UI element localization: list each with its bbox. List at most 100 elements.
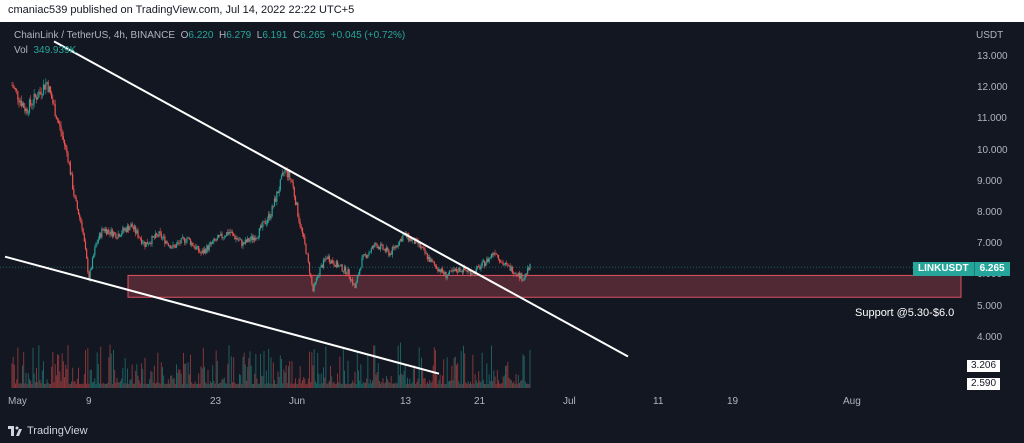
candle-body xyxy=(228,231,230,235)
volume-bar xyxy=(292,383,294,388)
time-tick: 23 xyxy=(210,396,222,407)
candle-body xyxy=(397,245,399,247)
volume-bar xyxy=(494,376,496,388)
candle-body xyxy=(182,237,185,239)
volume-bar xyxy=(243,352,245,388)
candle-body xyxy=(486,258,488,264)
candle-body xyxy=(471,273,473,275)
candle-body xyxy=(475,268,477,275)
volume-bar xyxy=(506,365,508,388)
volume-bar xyxy=(281,358,282,388)
volume-bar xyxy=(169,383,170,388)
candle-body xyxy=(518,272,521,279)
candle-body xyxy=(304,236,306,244)
volume-bar xyxy=(31,383,33,388)
volume-bar xyxy=(27,373,29,388)
volume-bar xyxy=(328,380,330,388)
candle-body xyxy=(104,228,106,232)
price-tick: 8.000 xyxy=(977,207,1003,218)
volume-bar xyxy=(25,372,27,388)
candle-body xyxy=(72,174,74,190)
volume-bar xyxy=(200,366,202,388)
candle-body xyxy=(396,245,398,247)
volume-bar xyxy=(276,383,278,388)
volume-bar xyxy=(376,372,378,388)
tradingview-logo[interactable]: TradingView xyxy=(8,425,88,437)
volume-bar xyxy=(67,345,69,388)
candle-body xyxy=(528,267,530,270)
volume-bar xyxy=(162,367,163,388)
volume-bar xyxy=(75,383,77,388)
time-tick: Aug xyxy=(843,396,861,407)
volume-bar xyxy=(443,359,445,388)
candle-body xyxy=(13,87,15,89)
volume-bar xyxy=(383,383,385,388)
candle-body xyxy=(14,88,17,90)
volume-bar xyxy=(120,381,121,388)
candle-body xyxy=(105,228,108,235)
candle-body xyxy=(39,91,41,93)
volume-bar xyxy=(89,369,91,388)
volume-bar xyxy=(146,383,148,388)
volume-bar xyxy=(447,381,449,388)
symbol-title[interactable]: ChainLink / TetherUS, 4h, BINANCE xyxy=(14,30,176,41)
candle-body xyxy=(454,268,456,272)
volume-bar xyxy=(400,342,401,388)
volume-bar xyxy=(47,382,49,388)
volume-bar xyxy=(22,365,23,388)
candle-body xyxy=(388,249,390,256)
candle-body xyxy=(263,220,265,222)
candle-body xyxy=(443,272,445,275)
volume-bar xyxy=(515,374,517,388)
volume-bar xyxy=(514,383,516,388)
candle-body xyxy=(293,187,295,197)
candlestick-chart[interactable] xyxy=(0,22,1024,420)
volume-bar xyxy=(232,382,233,388)
candle-body xyxy=(529,263,531,270)
candle-body xyxy=(11,85,13,86)
volume-bar xyxy=(480,382,482,388)
volume-bar xyxy=(279,355,281,388)
volume-bar xyxy=(489,380,491,388)
publisher-bar: cmaniac539 published on TradingView.com,… xyxy=(0,0,1024,22)
candle-body xyxy=(189,239,192,245)
volume-bar xyxy=(348,383,350,388)
volume-bar xyxy=(17,347,19,388)
volume-bar xyxy=(68,383,70,388)
candle-body xyxy=(20,100,22,106)
candle-body xyxy=(457,271,459,273)
volume-bar xyxy=(227,363,229,388)
volume-legend: Vol 349.939K xyxy=(14,45,76,56)
candle-body xyxy=(432,261,434,262)
candle-body xyxy=(65,145,67,147)
candle-body xyxy=(47,82,49,92)
candle-body xyxy=(12,85,14,88)
volume-bar xyxy=(401,373,403,388)
volume-bar xyxy=(375,374,377,388)
candle-body xyxy=(215,240,217,241)
candle-body xyxy=(168,245,171,247)
candle-body xyxy=(146,242,148,245)
chart-area[interactable] xyxy=(0,22,1024,420)
volume-bar xyxy=(389,383,391,388)
volume-bar xyxy=(80,383,82,388)
candle-body xyxy=(248,238,250,242)
volume-bar xyxy=(409,378,411,388)
volume-bar xyxy=(403,370,405,388)
candle-body xyxy=(387,247,389,250)
candle-body xyxy=(385,247,388,252)
volume-bar xyxy=(85,350,86,388)
candle-body xyxy=(137,230,139,238)
candle-body xyxy=(206,245,208,253)
candle-body xyxy=(345,266,347,274)
volume-bar xyxy=(513,381,515,388)
volume-bar xyxy=(527,383,529,388)
volume-bar xyxy=(370,383,372,388)
candle-body xyxy=(420,247,423,249)
candle-body xyxy=(384,249,386,252)
candle-body xyxy=(193,246,195,247)
volume-bar xyxy=(110,353,112,388)
volume-bar xyxy=(495,383,497,388)
candle-body xyxy=(380,244,382,250)
candle-body xyxy=(181,237,183,239)
